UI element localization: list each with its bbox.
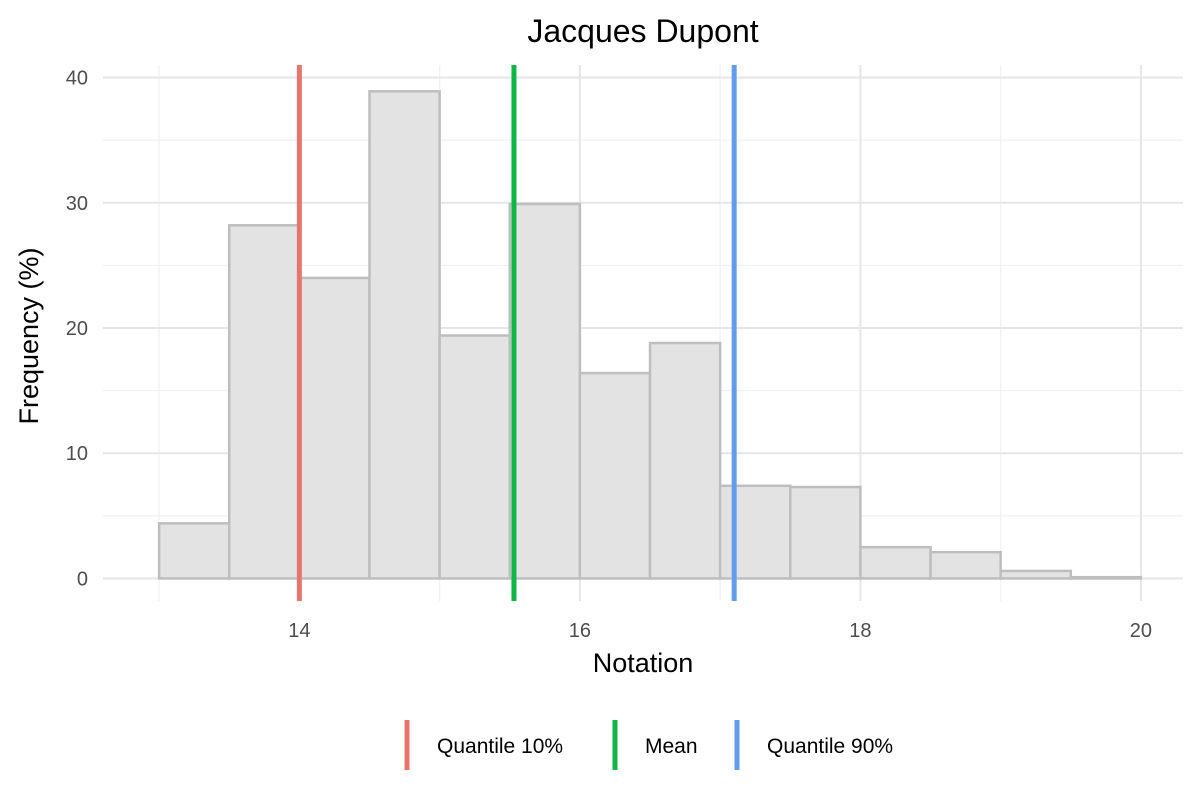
histogram-bar (157, 522, 231, 580)
y-axis-ticks: 0 10 20 30 40 (66, 68, 88, 591)
histogram-bar (648, 341, 722, 580)
histogram-bar (368, 90, 441, 580)
histogram-bar (227, 224, 301, 580)
reference-lines (296, 65, 737, 601)
x-axis-ticks: 14 16 18 20 (288, 620, 1152, 642)
y-tick-label: 30 (66, 193, 88, 215)
histogram-bar (578, 371, 652, 580)
x-tick-label: 14 (288, 620, 310, 642)
histogram-bar (789, 485, 862, 580)
histogram-bar (999, 569, 1073, 580)
legend-label: Quantile 90% (767, 735, 893, 758)
chart-title: Jacques Dupont (527, 13, 758, 49)
y-tick-label: 40 (66, 68, 88, 90)
y-tick-label: 10 (66, 443, 88, 465)
histogram-bar (298, 276, 371, 580)
y-axis-title: Frequency (%) (14, 247, 44, 424)
x-axis-title: Notation (593, 648, 694, 678)
histogram-bar (718, 484, 792, 580)
legend-label: Mean (645, 735, 698, 758)
histogram-bar (929, 550, 1002, 580)
y-tick-label: 0 (77, 568, 88, 590)
histogram-bar (438, 334, 512, 580)
legend: Quantile 10% Mean Quantile 90% (404, 720, 893, 770)
histogram-bars (157, 90, 1143, 580)
histogram-bar (508, 202, 582, 580)
x-tick-label: 20 (1130, 620, 1152, 642)
y-tick-label: 20 (66, 318, 88, 340)
x-tick-label: 18 (849, 620, 871, 642)
histogram-bar (1069, 575, 1143, 580)
legend-label: Quantile 10% (437, 735, 563, 758)
x-tick-label: 16 (569, 620, 591, 642)
histogram-bar (859, 545, 932, 580)
